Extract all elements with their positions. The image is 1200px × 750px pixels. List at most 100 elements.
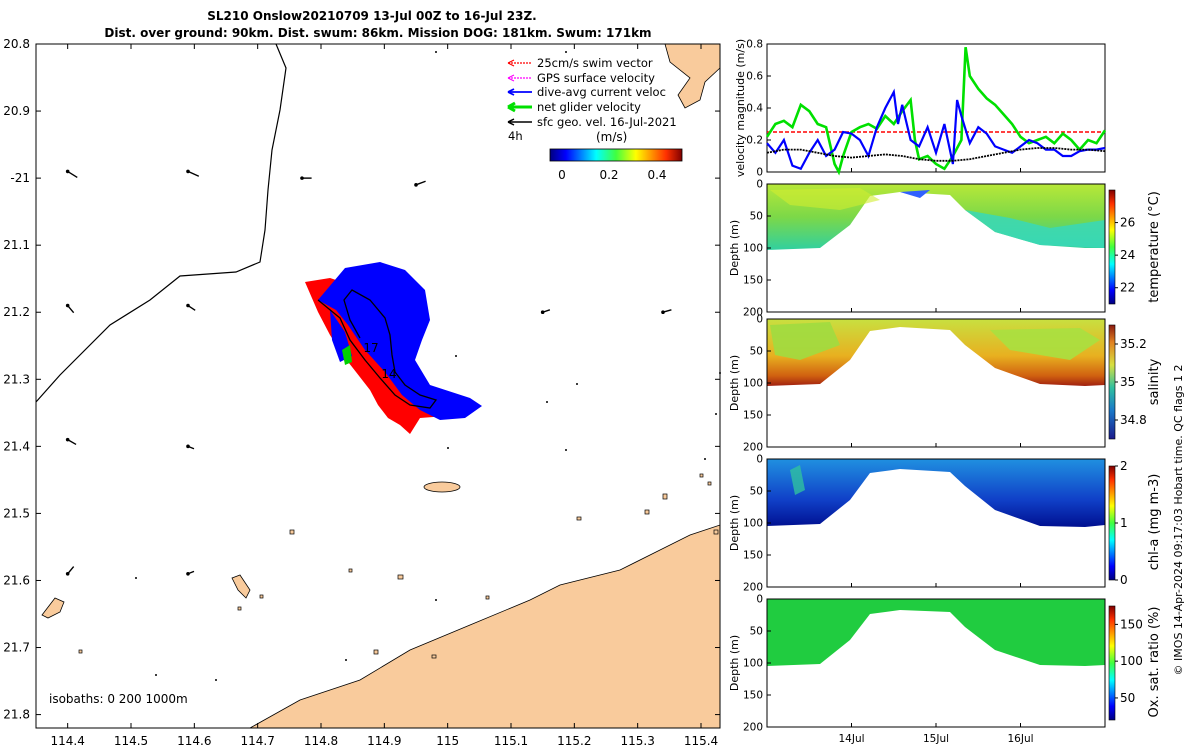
colorbar-tick-label: 100 [1120, 654, 1143, 668]
section-ytick-label: 200 [743, 307, 763, 319]
section-ytick-label: 150 [743, 275, 763, 287]
map-xtick-label: 115.2 [557, 734, 591, 748]
section-ytick-label: 200 [743, 442, 763, 454]
island-small-1 [231, 574, 251, 599]
chart-subtitle: Dist. over ground: 90km. Dist. swum: 86k… [104, 26, 651, 40]
section-ytick-label: 50 [750, 626, 763, 638]
section-ytick-label: 50 [750, 346, 763, 358]
geo-vel-arrow [187, 170, 200, 177]
map-xtick-label: 114.6 [177, 734, 211, 748]
chla-ylabel: Depth (m) [728, 495, 741, 551]
section-ytick-label: 200 [743, 582, 763, 594]
legend-swim-vector: 25cm/s swim vector [537, 56, 653, 70]
section-ytick-label: 100 [743, 378, 763, 390]
section-ytick-label: 50 [750, 486, 763, 498]
section-ytick-label: 100 [743, 658, 763, 670]
legend-net-glider: net glider velocity [537, 100, 641, 114]
map-ytick-label: 21.3 [3, 372, 30, 386]
track-label-17: 17 [363, 341, 378, 355]
colorbar-tick-label: 1 [1120, 516, 1128, 530]
legend-scale-label: 4h [508, 129, 523, 143]
geo-vel-arrow-tail [65, 303, 70, 308]
geo-vel-arrow-tail [186, 303, 190, 308]
salinity-colorbar-label: salinity [1147, 358, 1162, 405]
map-xtick-label: 115 [436, 734, 459, 748]
colorbar-tick-label: 35.2 [1120, 337, 1147, 351]
geo-vel-arrow-tail [186, 571, 190, 576]
velocity-ytick-label: 0.6 [746, 71, 763, 83]
dive-avg-swath [318, 262, 482, 420]
track-map-panel: 17 14 114.4 114.5 114.6 114.7 114.8 114.9 115 1… [3, 37, 721, 748]
time-tick-label: 14Jul [838, 733, 864, 745]
geo-vel-arrow-tail [186, 169, 190, 174]
geo-velocity-arrows [65, 169, 672, 576]
time-tick-label: 15Jul [923, 733, 949, 745]
salinity-ylabel: Depth (m) [728, 355, 741, 411]
section-ytick-label: 0 [756, 454, 763, 466]
chla-colorbar-label: chl-a (mg m-3) [1147, 474, 1162, 571]
isobath-line [35, 43, 287, 403]
time-tick-label: 16Jul [1007, 733, 1033, 745]
colorbar-tick-label: 22 [1120, 281, 1135, 295]
velocity-ylabel: velocity magnitude (m/s) [734, 39, 747, 177]
map-xtick-label: 114.9 [367, 734, 401, 748]
velocity-ytick-label: 0.4 [746, 103, 763, 115]
isobaths-label: isobaths: 0 200 1000m [49, 692, 188, 706]
section-ytick-label: 100 [743, 518, 763, 530]
island-left [41, 597, 65, 619]
map-xtick-label: 114.8 [304, 734, 338, 748]
geo-vel-arrow-tail [540, 310, 545, 315]
geo-vel-arrow-tail [186, 444, 190, 449]
map-ytick-label: 21.4 [3, 439, 30, 453]
track-label-14: 14 [381, 367, 396, 381]
velocity-series-dive_avg [766, 88, 1106, 171]
section-ytick-label: 200 [743, 722, 763, 734]
temperature-ylabel: Depth (m) [728, 220, 741, 276]
geo-vel-arrow-tail [65, 571, 70, 576]
geo-vel-arrow-tail [65, 169, 70, 174]
colorbar-tick-label: 0 [1120, 573, 1128, 587]
chla-field [767, 459, 1105, 527]
geo-vel-arrow-tail [300, 176, 304, 180]
section-ytick-label: 150 [743, 690, 763, 702]
oxygen-ylabel: Depth (m) [728, 635, 741, 691]
velocity-ytick-label: 0.2 [746, 135, 763, 147]
island-middle [423, 481, 461, 493]
geo-vel-arrow [67, 170, 78, 179]
salinity-panel: Depth (m) salinity [728, 318, 1162, 448]
colorbar-tick-label: 34.8 [1120, 413, 1147, 427]
section-ytick-label: 150 [743, 410, 763, 422]
velocity-ytick-label: 0.8 [746, 39, 763, 51]
map-xtick-label: 114.5 [114, 734, 148, 748]
map-legend: 25cm/s swim vector GPS surface velocity … [507, 56, 683, 182]
glider-track [317, 289, 438, 409]
map-ytick-label: 20.9 [3, 104, 30, 118]
chart-title: SL210 Onslow20210709 13-Jul 00Z to 16-Ju… [207, 9, 536, 23]
geo-vel-arrow-tail [65, 437, 70, 442]
colorbar-tick-label: 35 [1120, 375, 1135, 389]
map-axis-ticks: 114.4 114.5 114.6 114.7 114.8 114.9 115 115.1 11… [3, 37, 720, 748]
oxygen-panel: Depth (m) Ox. sat. ratio (%) [728, 598, 1162, 728]
colorbar-tick-label: 50 [1120, 691, 1135, 705]
map-xtick-label: 114.4 [50, 734, 84, 748]
section-ytick-label: 150 [743, 550, 763, 562]
temperature-panel: Depth (m) temperature (°C) [728, 183, 1162, 313]
oxygen-field [767, 599, 1105, 666]
chla-panel: Depth (m) chl-a (mg m-3) [728, 458, 1162, 588]
footer-credit: © IMOS 14-Apr-2024 09:17:03 Hobart time.… [1172, 365, 1185, 676]
colorbar-tick-1: 0.2 [599, 168, 618, 182]
section-ytick-label: 0 [756, 314, 763, 326]
map-ytick-label: -21 [10, 171, 30, 185]
section-ytick-label: 50 [750, 211, 763, 223]
colorbar-tick-2: 0.4 [647, 168, 666, 182]
map-ytick-label: 21.6 [3, 573, 30, 587]
colorbar-tick-0: 0 [558, 168, 566, 182]
oxygen-colorbar-label: Ox. sat. ratio (%) [1147, 607, 1162, 718]
legend-dive-avg: dive-avg current veloc [537, 85, 666, 99]
colorbar-tick-label: 150 [1120, 617, 1143, 631]
velocity-ytick-label: 0 [756, 167, 763, 179]
colorbar-unit: (m/s) [596, 130, 627, 144]
islets [78, 473, 719, 659]
velocity-panel: 0 0.2 0.4 0.6 0.8 velocity magnitude (m/s) [734, 39, 1107, 179]
